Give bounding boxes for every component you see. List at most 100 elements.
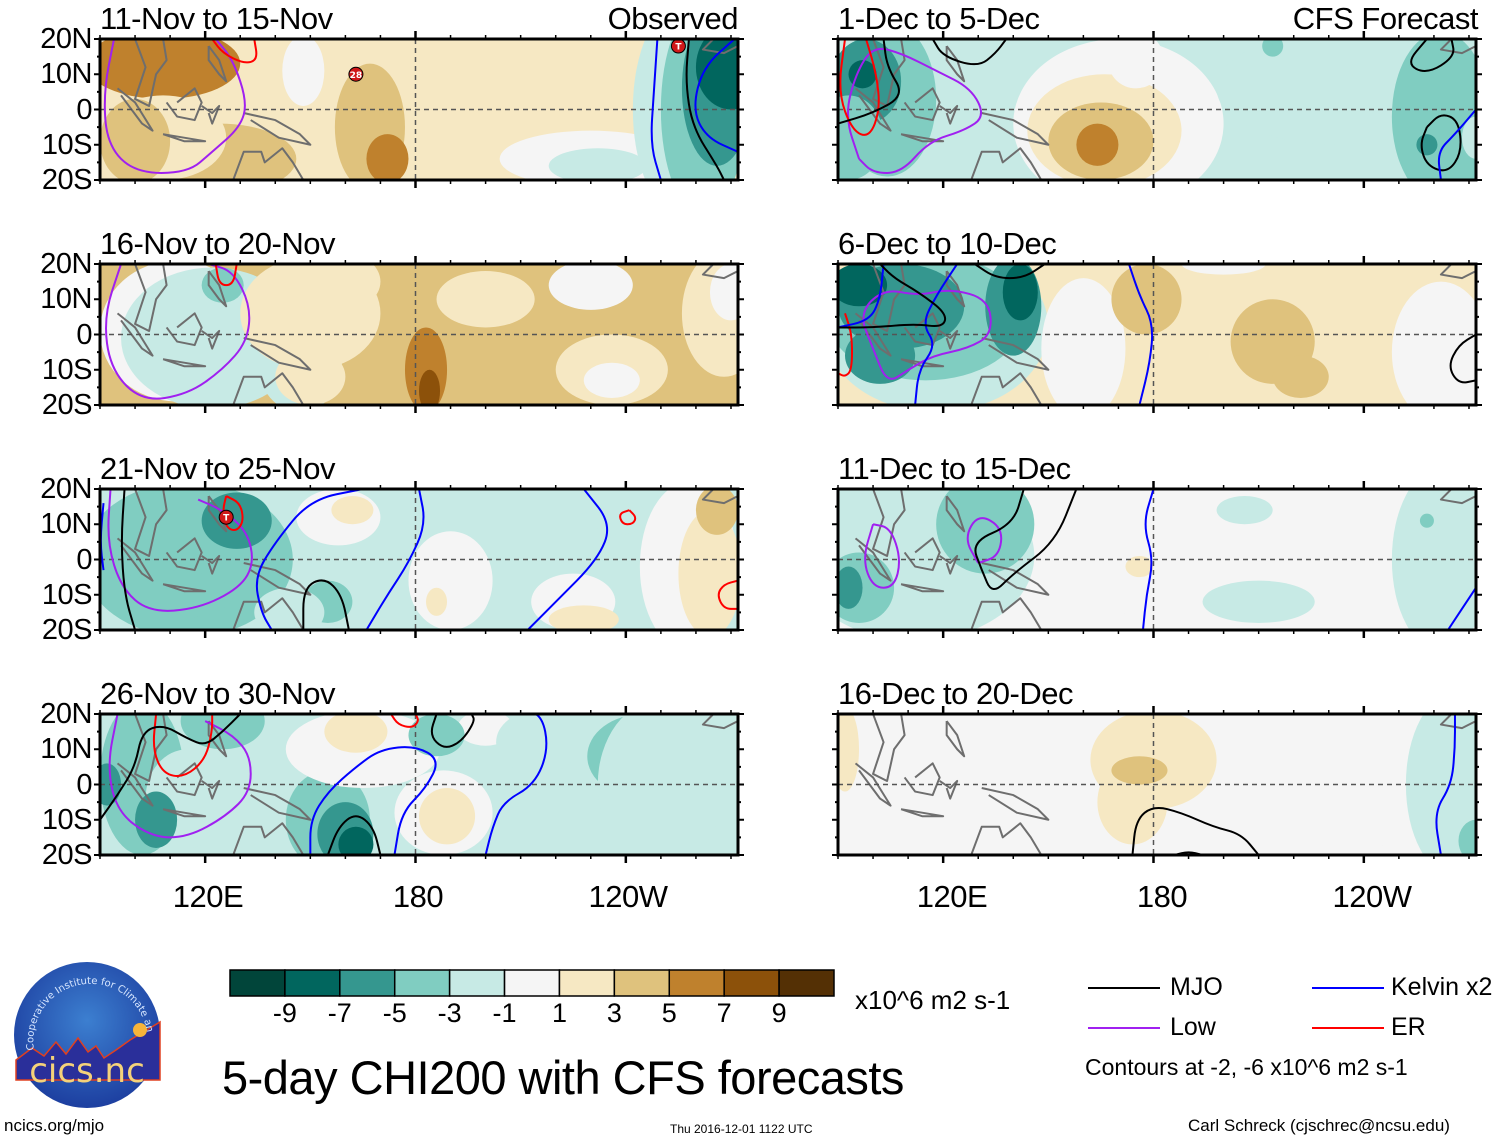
coastline — [903, 537, 941, 572]
shading-blob — [1181, 264, 1266, 275]
shading-blob — [678, 510, 738, 630]
shading-blob — [845, 327, 916, 384]
shading-blob — [1107, 39, 1165, 89]
legend-label-kelvin: Kelvin x2 — [1391, 973, 1493, 1001]
units-label: x10^6 m2 s-1 — [855, 985, 1011, 1015]
contour-low — [105, 264, 251, 400]
panel-title-p1: 11-Nov to 15-Nov — [100, 1, 333, 36]
shading-blob — [1111, 264, 1182, 335]
panel-title-p6: 6-Dec to 10-Dec — [838, 226, 1057, 261]
x-tick-label-180-right: 180 — [1136, 879, 1188, 914]
shading-blob — [496, 714, 581, 774]
coastline — [116, 312, 154, 357]
shading-blob — [838, 812, 972, 855]
contour-mjo — [1449, 333, 1476, 384]
coastline — [939, 104, 959, 125]
shading-blob — [548, 605, 619, 630]
contour-low — [108, 714, 252, 839]
x-tick-label-120w-left: 120W — [588, 879, 668, 914]
contour-kelvin — [1141, 489, 1155, 630]
panel-title-p3: 21-Nov to 25-Nov — [100, 451, 335, 486]
footer-url[interactable]: ncics.org/mjo — [4, 1116, 105, 1135]
shading-blob — [695, 39, 738, 110]
coastline — [701, 264, 738, 280]
shading-blob — [310, 264, 381, 310]
contour-er — [211, 39, 258, 64]
contour-mjo — [685, 39, 725, 180]
shading-blob — [275, 348, 346, 405]
colorbar-swatch — [393, 969, 451, 997]
colorbar-swatch — [668, 969, 725, 997]
y-tick-label: 20S — [41, 164, 93, 196]
coastline — [981, 562, 1050, 596]
shading-blob — [100, 39, 241, 99]
contour-mjo — [838, 39, 900, 125]
y-tick-label: 10N — [40, 283, 92, 316]
colorbar-swatch — [778, 969, 835, 997]
coastline — [701, 489, 738, 505]
shading-blob — [1419, 513, 1434, 528]
coastline — [854, 87, 892, 132]
svg-text:T: T — [675, 43, 682, 53]
panel-title-p2: 16-Nov to 20-Nov — [100, 226, 335, 261]
map-panel-p7 — [832, 481, 1482, 638]
shading-blob — [1125, 555, 1154, 578]
y-tick-label: 10S — [41, 353, 93, 386]
contour-mjo — [1131, 807, 1260, 855]
shading-blob — [426, 587, 448, 616]
contour-kelvin — [1128, 264, 1154, 405]
map-panel-p2 — [94, 256, 744, 413]
shading-blob — [331, 496, 374, 525]
map-panel-p4 — [94, 706, 744, 863]
coastline — [232, 597, 305, 630]
legend-label-er: ER — [1391, 1013, 1426, 1041]
y-tick-label: 10S — [41, 578, 93, 611]
shading-blob — [838, 714, 860, 792]
shading-blob — [135, 791, 178, 848]
contour-mjo — [430, 714, 475, 748]
y-tick-label: 10S — [41, 128, 93, 161]
tropical-cyclone-icon: T — [670, 39, 686, 54]
contour-kelvin — [255, 489, 364, 630]
coastline — [900, 583, 945, 593]
coastline — [201, 779, 221, 800]
contour-er — [717, 579, 738, 610]
footer-credit: Carl Schreck (cjschrec@ncsu.edu) — [1188, 1116, 1450, 1135]
coastline — [201, 329, 221, 350]
contour-kelvin — [365, 489, 425, 630]
legend-line-mjo — [1088, 987, 1160, 989]
coastline — [162, 358, 207, 368]
y-tick-label: 10N — [40, 508, 92, 541]
x-tick-label-120w-right: 120W — [1332, 879, 1412, 914]
colorbar-tick-label: -7 — [327, 998, 352, 1028]
map-panel-p3: T — [94, 481, 744, 638]
legend-label-low: Low — [1170, 1013, 1216, 1041]
shading-blob — [838, 95, 884, 180]
logo-name: cics.nc — [29, 1051, 145, 1091]
shading-blob — [1258, 714, 1399, 855]
y-tick-label: 0 — [76, 93, 92, 126]
shading-blob — [201, 492, 272, 549]
main-title: 5-day CHI200 with CFS forecasts — [222, 1051, 904, 1104]
colorbar-swatch — [613, 969, 671, 997]
colorbar-swatch — [558, 969, 616, 997]
x-tick-label-120e-left: 120E — [172, 879, 244, 914]
shading-blob — [1041, 278, 1126, 405]
shading-blob — [1216, 496, 1273, 525]
map-panel-p5 — [832, 31, 1482, 188]
contour-mjo — [838, 264, 947, 329]
coastline — [201, 554, 221, 575]
coastline — [1439, 714, 1476, 730]
contour-er — [838, 313, 854, 377]
shading-blob — [1076, 123, 1119, 166]
map-panel-p8 — [832, 706, 1482, 863]
contour-kelvin — [526, 489, 609, 630]
coastline — [207, 270, 228, 308]
y-tick-label: 20N — [40, 698, 92, 730]
colorbar-swatch — [339, 969, 396, 997]
coastline — [165, 537, 203, 572]
shading-blob — [548, 148, 647, 180]
coastline — [116, 762, 154, 807]
coastline — [165, 87, 203, 122]
